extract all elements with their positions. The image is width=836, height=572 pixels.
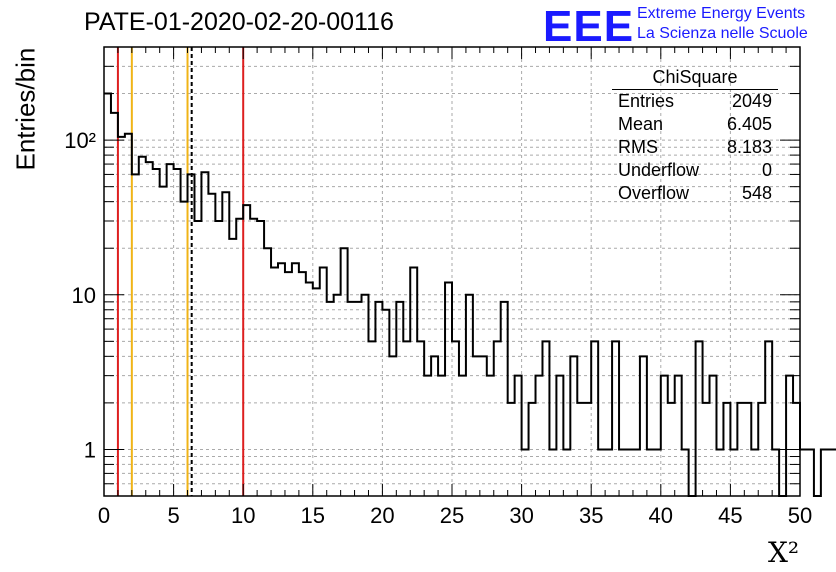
stats-value: 0 <box>761 160 772 180</box>
x-tick-label: 5 <box>167 503 179 528</box>
x-tick-label: 40 <box>649 503 673 528</box>
stats-title: ChiSquare <box>612 66 778 90</box>
y-tick-label: 10² <box>64 128 96 153</box>
stats-value: 548 <box>741 183 772 203</box>
x-tick-label: 0 <box>98 503 110 528</box>
stats-value: 2049 <box>731 91 772 111</box>
x-tick-label: 25 <box>440 503 464 528</box>
x-tick-label: 15 <box>301 503 325 528</box>
stats-row: Mean 6.405 <box>612 113 778 136</box>
reference-lines <box>116 47 245 496</box>
y-axis-label: Entries/bin <box>10 47 41 171</box>
stats-row: Entries 2049 <box>612 90 778 113</box>
axis-ticks <box>103 46 801 497</box>
logo-subtitle-2: La Scienza nelle Scuole <box>637 25 808 42</box>
x-tick-label: 20 <box>370 503 394 528</box>
x-axis-label: X² <box>768 536 800 569</box>
y-tick-label: 10 <box>72 283 96 308</box>
x-tick-label: 45 <box>718 503 742 528</box>
histogram-line <box>104 92 836 497</box>
stats-value: 6.405 <box>726 114 772 134</box>
y-tick-label: 1 <box>84 437 96 462</box>
stats-row: Overflow 548 <box>612 182 778 205</box>
page-title: PATE-01-2020-02-20-00116 <box>84 8 394 36</box>
stats-label: Mean <box>618 114 664 134</box>
y-tick-labels: 1 10 10² <box>64 128 96 462</box>
stats-value: 8.183 <box>726 137 772 157</box>
x-tick-label: 50 <box>788 503 812 528</box>
stats-label: Entries <box>618 91 675 111</box>
stats-row: RMS 8.183 <box>612 136 778 159</box>
x-tick-labels: 0 5 10 15 20 25 30 35 40 45 50 <box>98 503 812 528</box>
x-tick-label: 30 <box>509 503 533 528</box>
stats-label: Underflow <box>618 160 700 180</box>
eee-logo: EEE <box>543 2 635 51</box>
stats-box: ChiSquare Entries 2049 Mean 6.405 RMS 8.183… <box>612 66 778 205</box>
logo-subtitle-1: Extreme Energy Events <box>637 5 806 22</box>
x-tick-label: 35 <box>579 503 603 528</box>
stats-row: Underflow 0 <box>612 159 778 182</box>
stats-label: RMS <box>618 137 658 157</box>
x-tick-label: 10 <box>231 503 255 528</box>
stats-label: Overflow <box>618 183 690 203</box>
